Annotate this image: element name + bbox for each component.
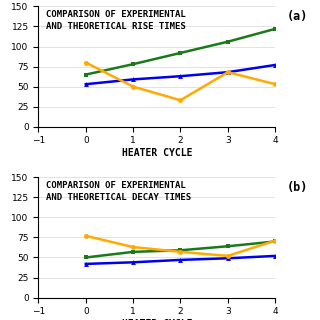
Text: (a): (a) [287, 10, 308, 23]
X-axis label: HEATER CYCLE: HEATER CYCLE [122, 319, 192, 320]
Text: (b): (b) [287, 181, 308, 194]
Text: COMPARISON OF EXPERIMENTAL
AND THEORETICAL RISE TIMES: COMPARISON OF EXPERIMENTAL AND THEORETIC… [45, 10, 185, 31]
Text: COMPARISON OF EXPERIMENTAL
AND THEORETICAL DECAY TIMES: COMPARISON OF EXPERIMENTAL AND THEORETIC… [45, 181, 191, 202]
X-axis label: HEATER CYCLE: HEATER CYCLE [122, 148, 192, 158]
